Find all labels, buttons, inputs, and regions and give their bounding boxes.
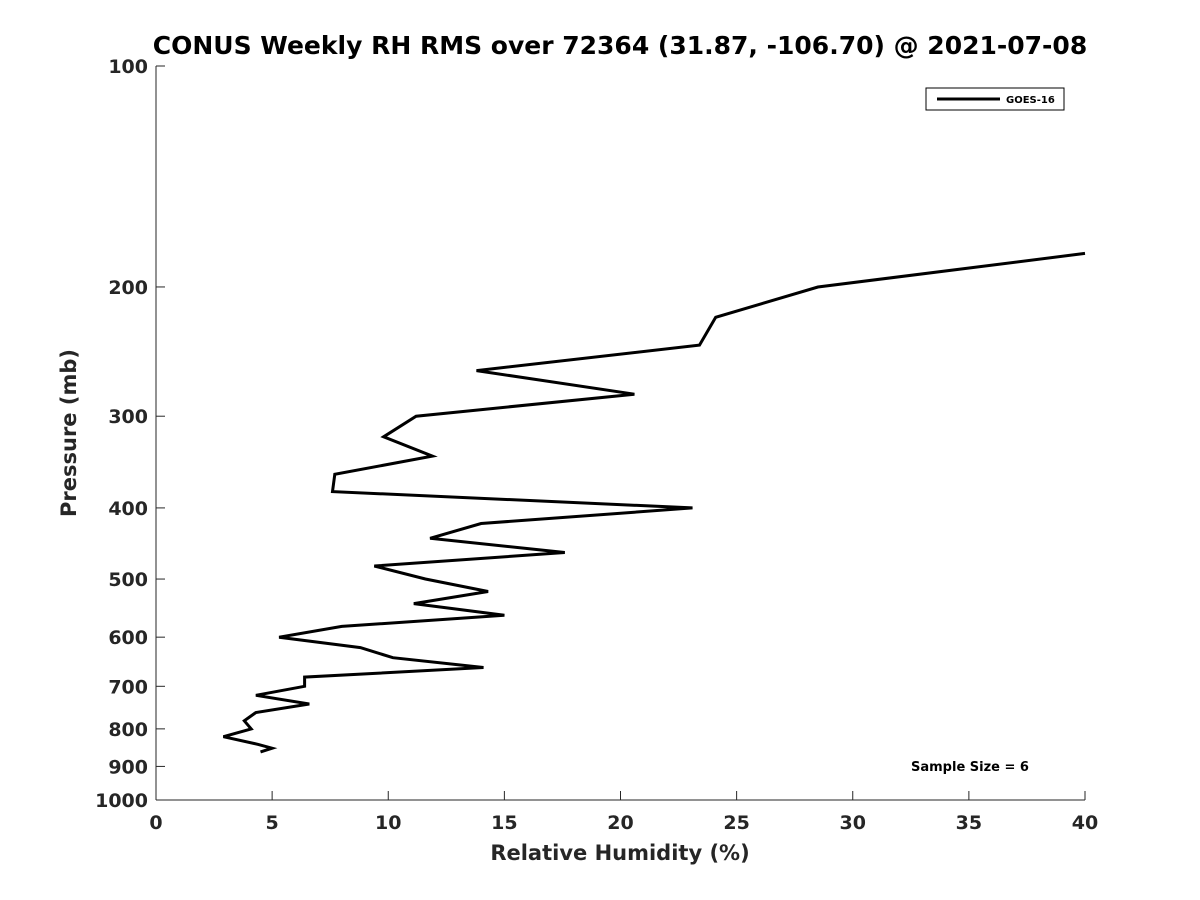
- x-tick-label: 10: [375, 812, 401, 834]
- y-tick-label: 400: [108, 498, 148, 520]
- series-line-goes-16: [222, 251, 1086, 754]
- y-tick-label: 800: [108, 719, 148, 741]
- plot-axes: [155, 66, 1085, 801]
- x-tick-label: 5: [266, 812, 279, 834]
- x-tick-label: 40: [1072, 812, 1098, 834]
- y-tick-label: 600: [108, 627, 148, 649]
- legend: GOES-16: [925, 87, 1065, 111]
- x-tick-label: 0: [149, 812, 162, 834]
- x-tick-label: 15: [491, 812, 517, 834]
- chart-title: CONUS Weekly RH RMS over 72364 (31.87, -…: [153, 31, 1087, 60]
- y-ticks: 100 200 300 400 500 600 700 800 900 1000: [95, 56, 165, 812]
- y-tick-label: 200: [108, 277, 148, 299]
- x-tick-label: 35: [956, 812, 982, 834]
- y-tick-label: 500: [108, 569, 148, 591]
- x-axis-label: Relative Humidity (%): [490, 841, 749, 865]
- x-tick-label: 20: [607, 812, 633, 834]
- x-tick-label: 30: [840, 812, 866, 834]
- y-axis-label: Pressure (mb): [57, 349, 81, 517]
- x-tick-label: 25: [723, 812, 749, 834]
- y-tick-label: 300: [108, 406, 148, 428]
- sample-size-annotation: Sample Size = 6: [911, 760, 1029, 775]
- y-tick-label: 1000: [95, 790, 148, 812]
- y-tick-label: 900: [108, 756, 148, 778]
- x-ticks: 0 5 10 15 20 25 30 35 40: [149, 791, 1098, 834]
- legend-label-goes-16: GOES-16: [1006, 95, 1055, 106]
- y-tick-label: 700: [108, 676, 148, 698]
- series-layer: [222, 251, 1086, 754]
- y-tick-label: 100: [108, 56, 148, 78]
